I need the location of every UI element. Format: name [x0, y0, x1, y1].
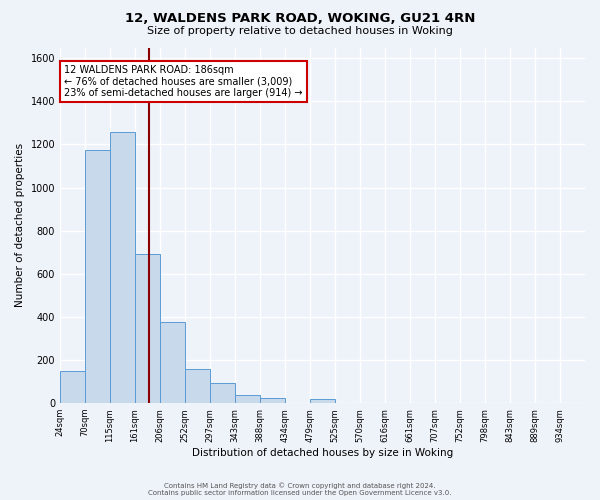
Bar: [260, 398, 285, 403]
Bar: [135, 254, 160, 403]
Bar: [60, 371, 85, 403]
Text: 12, WALDENS PARK ROAD, WOKING, GU21 4RN: 12, WALDENS PARK ROAD, WOKING, GU21 4RN: [125, 12, 475, 26]
Text: Contains public sector information licensed under the Open Government Licence v3: Contains public sector information licen…: [148, 490, 452, 496]
X-axis label: Distribution of detached houses by size in Woking: Distribution of detached houses by size …: [192, 448, 453, 458]
Text: Size of property relative to detached houses in Woking: Size of property relative to detached ho…: [147, 26, 453, 36]
Bar: [85, 150, 110, 403]
Bar: [110, 132, 135, 403]
Bar: [235, 395, 260, 403]
Bar: [310, 399, 335, 403]
Bar: [160, 322, 185, 403]
Bar: [210, 384, 235, 403]
Y-axis label: Number of detached properties: Number of detached properties: [15, 143, 25, 308]
Text: Contains HM Land Registry data © Crown copyright and database right 2024.: Contains HM Land Registry data © Crown c…: [164, 482, 436, 489]
Bar: [185, 368, 210, 403]
Text: 12 WALDENS PARK ROAD: 186sqm
← 76% of detached houses are smaller (3,009)
23% of: 12 WALDENS PARK ROAD: 186sqm ← 76% of de…: [64, 64, 303, 98]
